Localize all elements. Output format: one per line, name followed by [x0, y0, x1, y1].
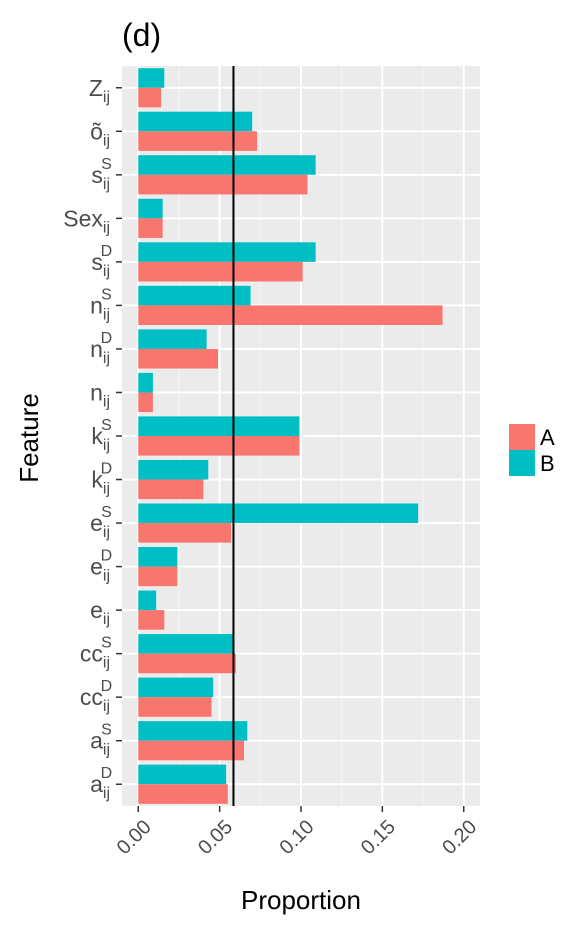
bar-A-1 [138, 131, 258, 151]
y-tick-label-sup: S [101, 417, 112, 434]
bars [138, 68, 443, 804]
bar-B-9 [138, 459, 209, 480]
y-tick-label: sij [91, 249, 110, 280]
bar-A-0 [138, 87, 162, 108]
x-tick-label: 0.05 [194, 816, 237, 859]
y-axis: ZijõijsijSSexijsijDnijSnijDnijkijSkijDei… [63, 75, 122, 802]
bar-B-4 [138, 242, 316, 262]
bar-B-0 [138, 68, 165, 88]
y-tick-label-sup: D [101, 678, 113, 695]
bar-B-12 [138, 590, 157, 611]
bar-B-10 [138, 503, 419, 524]
x-axis-title: Proportion [241, 885, 361, 915]
bar-A-16 [138, 784, 228, 804]
bar-A-7 [138, 392, 153, 413]
legend: AB [509, 424, 555, 476]
y-tick-label-sup: S [101, 635, 112, 652]
y-tick-label: eij [90, 554, 110, 585]
legend-label-A: A [540, 425, 555, 450]
bar-A-3 [138, 218, 163, 238]
y-tick-label-sup: S [101, 722, 112, 739]
bar-A-10 [138, 523, 232, 543]
y-tick-label: õij [90, 118, 110, 149]
chart-title: (d) [122, 17, 161, 53]
y-tick-label-sup: S [101, 504, 112, 521]
bar-B-6 [138, 329, 207, 349]
y-tick-label: Zij [89, 75, 110, 106]
y-tick-label-sup: D [101, 243, 113, 260]
y-tick-label: aij [90, 771, 110, 802]
bar-B-15 [138, 721, 248, 741]
bar-A-12 [138, 610, 165, 630]
y-tick-label-sup: D [101, 330, 113, 347]
legend-label-B: B [540, 451, 555, 476]
y-tick-label: nij [90, 379, 110, 410]
legend-swatch-B [509, 450, 535, 476]
y-tick-label: nij [90, 292, 110, 323]
y-tick-label: aij [90, 728, 110, 759]
bar-A-14 [138, 697, 212, 717]
y-tick-label: ccij [80, 641, 110, 672]
y-tick-label: eij [90, 597, 110, 628]
y-tick-label: kij [91, 423, 110, 454]
bar-B-11 [138, 547, 178, 567]
y-tick-label-sup: S [101, 156, 112, 173]
x-axis: 0.00 0.05 0.10 0.15 0.20 [113, 806, 481, 859]
bar-B-3 [138, 198, 163, 219]
y-tick-label-sup: D [101, 461, 113, 478]
bar-B-1 [138, 111, 253, 132]
bar-B-13 [138, 634, 235, 654]
bar-A-4 [138, 261, 303, 282]
bar-A-5 [138, 305, 443, 325]
bar-A-15 [138, 740, 245, 761]
bar-B-5 [138, 285, 251, 306]
bar-A-11 [138, 566, 178, 587]
x-tick-label: 0.00 [113, 816, 156, 859]
bar-B-16 [138, 764, 227, 785]
y-tick-label: eij [90, 510, 110, 541]
y-axis-title: Feature [14, 393, 44, 483]
bar-A-13 [138, 653, 236, 674]
bar-B-2 [138, 155, 316, 175]
y-tick-label: ccij [80, 684, 110, 715]
y-tick-label-sup: D [101, 548, 113, 565]
bar-A-8 [138, 436, 300, 456]
y-tick-label: sij [91, 162, 110, 193]
y-tick-label-sup: S [101, 286, 112, 303]
bar-B-7 [138, 372, 153, 393]
bar-A-6 [138, 348, 219, 369]
legend-swatch-A [509, 424, 535, 450]
y-tick-label: kij [91, 467, 110, 498]
y-tick-label: nij [90, 336, 110, 367]
y-tick-label-sup: D [101, 765, 113, 782]
bar-A-2 [138, 174, 308, 195]
bar-B-14 [138, 677, 214, 698]
x-tick-label: 0.10 [275, 816, 318, 859]
bar-A-9 [138, 479, 204, 500]
bar-B-8 [138, 416, 300, 436]
x-tick-label: 0.15 [357, 816, 400, 859]
x-tick-label: 0.20 [438, 816, 481, 859]
y-tick-label: Sexij [63, 205, 110, 236]
